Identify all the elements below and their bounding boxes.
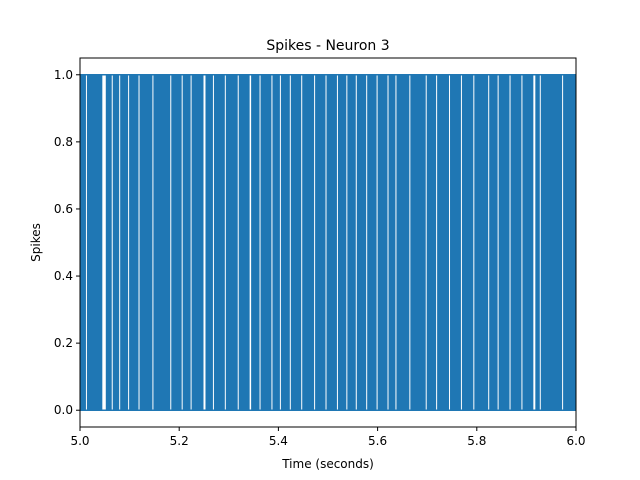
y-tick-label: 0.2 [54,336,73,350]
x-tick-label: 5.4 [269,434,288,448]
spike-band [410,74,426,411]
x-tick-label: 5.6 [368,434,387,448]
spike-band [225,74,238,411]
spike-band [129,74,139,411]
spike-band [326,74,337,411]
x-tick-label: 6.0 [566,434,585,448]
spike-band [153,74,171,411]
spike-band [450,74,461,411]
plot-area-frame [79,57,577,428]
spike-band [489,74,498,411]
y-axis: 0.0 0.2 0.4 0.6 0.8 1.0 [54,68,80,417]
spike-band [315,74,326,411]
spike-band [388,74,396,411]
spike-band [191,74,204,411]
y-tick-label: 1.0 [54,68,73,82]
spike-band [337,74,347,411]
y-tick-label: 0.6 [54,202,73,216]
spike-band [112,74,120,411]
spike-band [205,74,213,411]
spike-band [213,74,225,411]
x-axis: 5.0 5.2 5.4 5.6 5.8 6.0 [70,427,586,448]
chart-title: Spikes - Neuron 3 [266,38,389,54]
x-tick-label: 5.0 [70,434,89,448]
y-tick-label: 0.4 [54,269,73,283]
spike-band [347,74,356,411]
spike-band [260,74,272,411]
spike-band [437,74,450,411]
spike-band [461,74,474,411]
spike-band [139,74,153,411]
spike-band [302,74,315,411]
spike-band [86,74,103,411]
y-tick-label: 0.8 [54,135,73,149]
y-tick-label: 0.0 [54,403,73,417]
spike-band [377,74,388,411]
spike-band [426,74,437,411]
spike-band [290,74,302,411]
x-tick-label: 5.8 [467,434,486,448]
spike-band [238,74,250,411]
spike-band [120,74,129,411]
spike-band [563,74,576,411]
spike-series [80,74,576,411]
spike-band [272,74,280,411]
spike-band [251,74,260,411]
spike-band [474,74,489,411]
spike-band [522,74,534,411]
spike-band [535,74,540,411]
x-axis-label: Time (seconds) [281,457,374,471]
spike-band [171,74,182,411]
spike-band [105,74,112,411]
y-axis-label: Spikes [29,223,43,262]
spike-band [367,74,377,411]
spike-band [182,74,191,411]
spike-band [356,74,367,411]
spike-band [80,74,86,411]
spike-band [396,74,410,411]
x-tick-label: 5.2 [170,434,189,448]
spike-band [510,74,522,411]
spike-band [540,74,563,411]
spike-band [280,74,290,411]
spike-band [498,74,510,411]
